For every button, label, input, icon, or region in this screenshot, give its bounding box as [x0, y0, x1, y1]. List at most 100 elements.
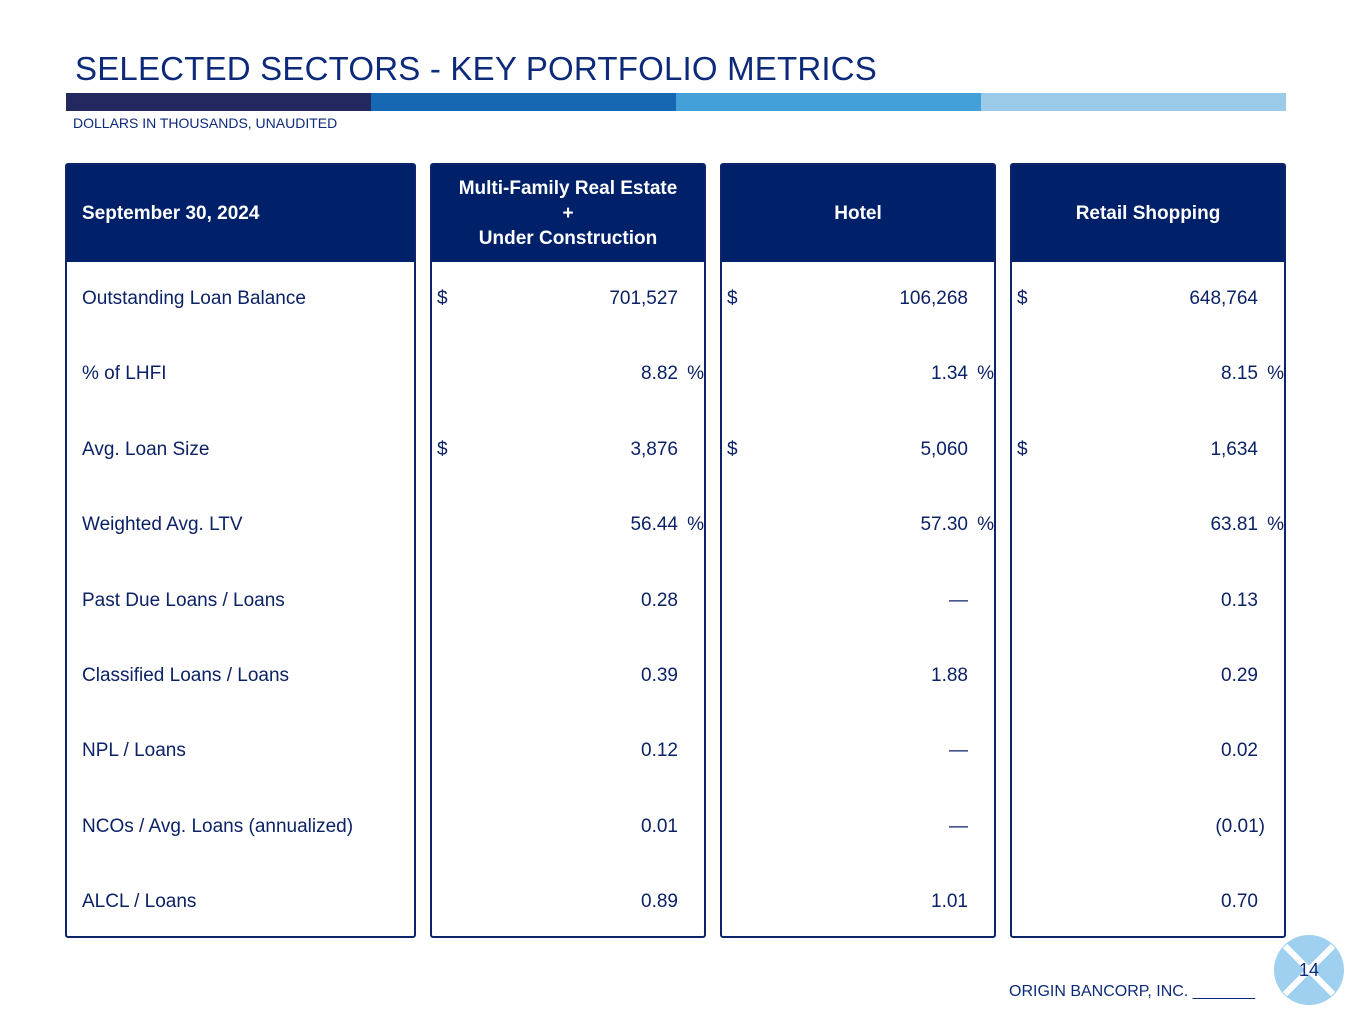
- metric-label: ALCL / Loans: [82, 891, 197, 913]
- value-row: 0.12: [432, 739, 704, 763]
- value-row: 0.01: [432, 815, 704, 839]
- value-row: 8.82%: [432, 362, 704, 386]
- value-row: 63.81%: [1012, 513, 1284, 537]
- metric-value: 57.30: [920, 514, 968, 536]
- metric-value: —: [949, 740, 968, 762]
- value-row: $106,268: [722, 287, 994, 311]
- value-row: 8.15%: [1012, 362, 1284, 386]
- sector-header-line: Under Construction: [478, 228, 658, 249]
- sector-column-hotel: Hotel $106,268 1.34% $5,060 57.30% — 1.88 — — 1.…: [720, 163, 996, 938]
- sector-header: Multi-Family Real Estate + Under Constru…: [432, 165, 704, 262]
- metric-row: NCOs / Avg. Loans (annualized): [67, 815, 414, 839]
- metric-value: 0.28: [641, 589, 678, 611]
- color-band-segment-2: [371, 93, 676, 111]
- percent-symbol: %: [1267, 363, 1284, 385]
- currency-symbol: $: [437, 288, 448, 309]
- value-row: —: [722, 815, 994, 839]
- percent-symbol: %: [687, 363, 704, 385]
- company-footer: ORIGIN BANCORP, INC. _______: [1009, 983, 1256, 1000]
- metric-row: Outstanding Loan Balance: [67, 287, 414, 311]
- color-band-segment-3: [676, 93, 981, 111]
- metric-value: 0.39: [641, 665, 678, 686]
- metric-value: 106,268: [899, 288, 968, 309]
- color-band-segment-1: [66, 93, 371, 111]
- color-band: [66, 93, 1286, 111]
- sector-header-text: Multi-Family Real Estate + Under Constru…: [459, 176, 678, 251]
- metric-label: NCOs / Avg. Loans (annualized): [82, 815, 354, 837]
- metric-value: 0.29: [1221, 665, 1258, 686]
- metric-value: 0.02: [1221, 740, 1258, 762]
- sector-column-multifamily: Multi-Family Real Estate + Under Constru…: [430, 163, 706, 938]
- value-row: $3,876: [432, 438, 704, 462]
- metric-value: —: [949, 815, 968, 837]
- metric-label: % of LHFI: [82, 363, 167, 385]
- value-row: 56.44%: [432, 513, 704, 537]
- label-column: September 30, 2024 Outstanding Loan Bala…: [65, 163, 416, 938]
- metric-value: —: [949, 589, 968, 611]
- metric-row: Past Due Loans / Loans: [67, 589, 414, 613]
- value-row: 0.29: [1012, 664, 1284, 688]
- value-row: $701,527: [432, 287, 704, 311]
- metric-label: Outstanding Loan Balance: [82, 288, 306, 309]
- currency-symbol: $: [727, 438, 738, 460]
- metric-row: Avg. Loan Size: [67, 438, 414, 462]
- sector-header-line: +: [562, 203, 574, 224]
- currency-symbol: $: [727, 288, 738, 309]
- metric-value: 1.88: [931, 665, 968, 686]
- date-header: September 30, 2024: [67, 165, 414, 262]
- page-number: 14: [1299, 960, 1320, 980]
- metric-label: NPL / Loans: [82, 740, 186, 762]
- value-row: $1,634: [1012, 438, 1284, 462]
- value-row: —: [722, 739, 994, 763]
- currency-symbol: $: [437, 438, 448, 460]
- sector-header: Retail Shopping: [1012, 165, 1284, 262]
- percent-symbol: %: [1267, 514, 1284, 536]
- sector-column-retail: Retail Shopping $648,764 8.15% $1,634 63.81…: [1010, 163, 1286, 938]
- value-row: 0.39: [432, 664, 704, 688]
- value-row: $648,764: [1012, 287, 1284, 311]
- value-row: 1.01: [722, 890, 994, 914]
- value-row: 0.13: [1012, 589, 1284, 613]
- color-band-segment-4: [981, 93, 1286, 111]
- metric-label: Weighted Avg. LTV: [82, 514, 243, 536]
- currency-symbol: $: [1017, 438, 1028, 460]
- value-row: 0.89: [432, 890, 704, 914]
- metric-value: 63.81: [1210, 514, 1258, 536]
- metric-row: ALCL / Loans: [67, 890, 414, 914]
- value-row: 0.70: [1012, 890, 1284, 914]
- metric-value: 0.89: [641, 891, 678, 913]
- page-title: SELECTED SECTORS - KEY PORTFOLIO METRICS: [75, 50, 877, 87]
- metric-value: 5,060: [920, 438, 968, 460]
- metric-value: (0.01): [1215, 815, 1265, 837]
- metric-value: 0.70: [1221, 891, 1258, 913]
- value-row: 57.30%: [722, 513, 994, 537]
- currency-symbol: $: [1017, 288, 1028, 309]
- metric-label: Classified Loans / Loans: [82, 665, 290, 686]
- metric-row: Classified Loans / Loans: [67, 664, 414, 688]
- percent-symbol: %: [687, 514, 704, 536]
- sector-header-line: Multi-Family Real Estate: [458, 178, 678, 199]
- metric-value: 8.15: [1221, 363, 1258, 385]
- value-row: $5,060: [722, 438, 994, 462]
- metric-row: Weighted Avg. LTV: [67, 513, 414, 537]
- value-row: 0.28: [432, 589, 704, 613]
- percent-symbol: %: [977, 363, 994, 385]
- metric-value: 3,876: [630, 438, 678, 460]
- metric-label: Avg. Loan Size: [82, 438, 210, 460]
- metric-row: % of LHFI: [67, 362, 414, 386]
- metric-label: Past Due Loans / Loans: [82, 589, 285, 611]
- metric-value: 648,764: [1189, 288, 1258, 309]
- page-subtitle: DOLLARS IN THOUSANDS, UNAUDITED: [73, 115, 338, 131]
- value-row: 1.88: [722, 664, 994, 688]
- metric-value: 8.82: [641, 363, 678, 385]
- value-row: —: [722, 589, 994, 613]
- metric-value: 1,634: [1210, 438, 1258, 460]
- value-row: 0.02: [1012, 739, 1284, 763]
- origin-x-logo-icon: [1274, 935, 1344, 1005]
- metric-value: 0.12: [641, 740, 678, 762]
- metric-value: 701,527: [609, 288, 678, 309]
- value-row: (0.01): [1012, 815, 1284, 839]
- metric-row: NPL / Loans: [67, 739, 414, 763]
- sector-header: Hotel: [722, 165, 994, 262]
- metric-value: 1.01: [931, 891, 968, 913]
